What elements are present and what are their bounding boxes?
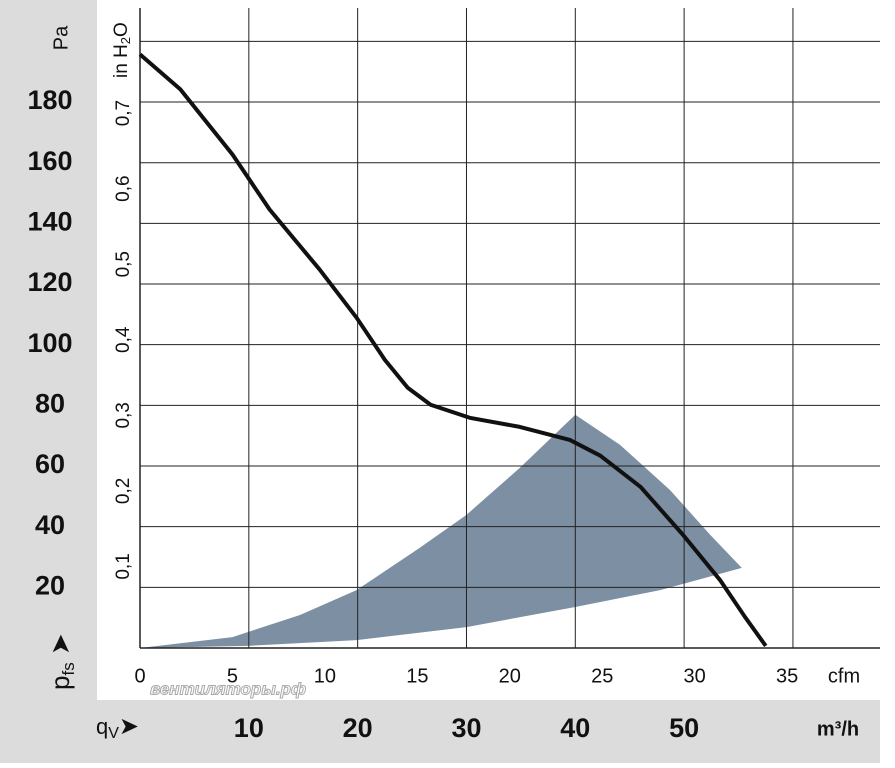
arrow: ➤ <box>119 713 139 740</box>
x2-axis-label: cfm <box>828 665 860 687</box>
x-sym-sub: V <box>108 725 119 742</box>
curve <box>138 52 768 648</box>
x-sym: q <box>96 714 108 739</box>
x2-tick-label: 20 <box>499 665 521 687</box>
x2-tick-label: 10 <box>314 665 336 687</box>
y-sym: p <box>45 676 75 690</box>
x-tick-label: 40 <box>560 713 590 743</box>
y-tick-label: 40 <box>35 510 65 540</box>
left-band <box>0 0 97 763</box>
watermark: вентиляторы.рф <box>150 679 306 698</box>
x2-tick-label: 15 <box>406 665 428 687</box>
y-tick-label: 160 <box>27 146 72 176</box>
y2-lbl-end: O <box>111 22 132 37</box>
y-tick-label: 180 <box>27 85 72 115</box>
y2-axis-label: in H2O <box>111 22 133 78</box>
x2-tick-label: 0 <box>134 665 145 687</box>
x2-tick-label: 5 <box>227 665 238 687</box>
y2-tick-label: 0,7 <box>113 100 134 126</box>
operating-area <box>140 414 742 648</box>
x-symbol: qV➤ <box>96 713 139 742</box>
y-tick-label: 120 <box>27 267 72 297</box>
x2-tick-label: 25 <box>591 665 613 687</box>
y2-lbl-sub: 2 <box>118 37 133 44</box>
x-tick-label: 10 <box>234 713 264 743</box>
y-tick-label: 100 <box>27 328 72 358</box>
y2-tick-label: 0,2 <box>113 478 134 504</box>
y2-tick-label: 0,6 <box>113 175 134 201</box>
x-tick-label: 30 <box>451 713 481 743</box>
y-axis-label: Pa <box>50 25 72 50</box>
y-tick-label: 80 <box>35 388 65 418</box>
x-axis-label: m³/h <box>817 718 859 740</box>
y2-tick-label: 0,4 <box>113 326 134 353</box>
y2-tick-label: 0,1 <box>113 553 134 579</box>
arrow: ➤ <box>45 633 75 662</box>
y-tick-label: 60 <box>35 449 65 479</box>
y-tick-label: 140 <box>27 206 72 236</box>
x-tick-label: 20 <box>343 713 373 743</box>
y2-lbl: in H <box>111 44 132 78</box>
y-symbol: pfs ➤ <box>45 633 79 690</box>
x-tick-label: 50 <box>669 713 699 743</box>
x2-tick-label: 35 <box>776 665 798 687</box>
x2-tick-label: 30 <box>684 665 706 687</box>
y-tick-label: 20 <box>35 570 65 600</box>
y2-tick-label: 0,5 <box>113 251 134 277</box>
bottom-band <box>0 700 880 763</box>
y-sym-sub: fs <box>59 662 78 675</box>
y2-tick-label: 0,3 <box>113 402 134 428</box>
